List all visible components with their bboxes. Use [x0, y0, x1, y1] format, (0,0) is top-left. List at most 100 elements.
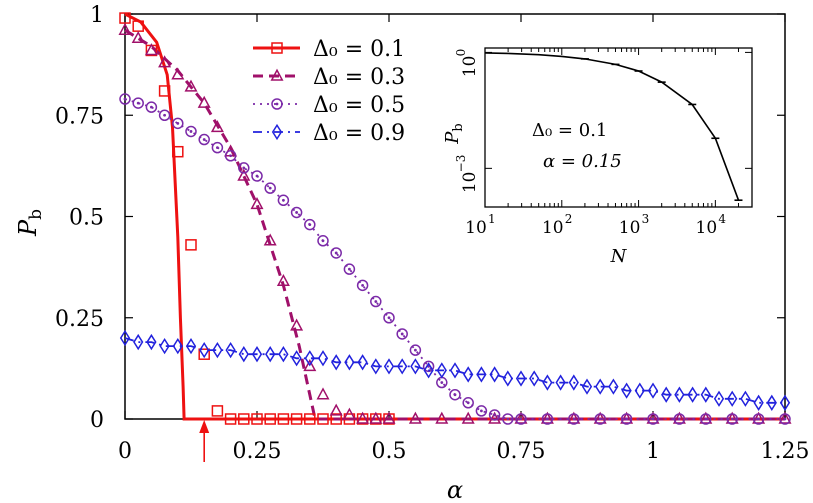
data-point — [238, 413, 250, 425]
data-point — [329, 403, 343, 416]
legend-swatch-marker — [270, 68, 284, 81]
data-point — [568, 413, 580, 425]
data-point — [594, 413, 606, 425]
x-tick-label: 1 — [646, 439, 660, 464]
inset-annotation-delta: Δ₀ = 0.1 — [532, 120, 607, 141]
data-point — [317, 235, 329, 247]
data-point — [251, 346, 263, 363]
data-point — [700, 413, 712, 425]
data-point — [146, 333, 157, 351]
data-point — [344, 354, 355, 371]
data-point — [185, 125, 197, 138]
data-point — [317, 413, 329, 425]
marker-center-dot — [466, 401, 470, 405]
data-point — [184, 79, 198, 92]
data-point — [370, 295, 382, 308]
data-point — [766, 394, 777, 411]
inset-x-tick-label: 10 — [465, 218, 487, 238]
data-point — [119, 329, 131, 347]
data-point — [277, 194, 290, 207]
data-point — [342, 407, 356, 420]
data-point — [489, 366, 500, 383]
data-point — [752, 413, 765, 425]
inset-curve — [484, 52, 743, 201]
data-point — [779, 394, 791, 411]
data-point — [224, 150, 237, 162]
data-point — [264, 413, 276, 425]
data-point — [304, 218, 316, 231]
data-point — [647, 413, 659, 425]
data-point — [198, 348, 210, 360]
data-point — [172, 117, 184, 130]
data-point — [132, 97, 144, 109]
data-point — [476, 366, 487, 383]
data-point — [397, 358, 408, 375]
data-point — [316, 387, 330, 400]
data-point — [568, 374, 579, 391]
data-point — [475, 405, 488, 417]
marker-center-dot — [136, 101, 140, 105]
marker-center-dot — [757, 417, 760, 421]
data-point — [661, 386, 672, 403]
data-point — [303, 359, 317, 372]
data-point — [529, 370, 540, 387]
data-point — [224, 413, 237, 425]
inset-x-tick-label: 10 — [542, 218, 564, 238]
data-point — [753, 394, 764, 411]
x-tick-label: 0.5 — [372, 439, 407, 464]
data-point — [264, 182, 276, 194]
data-point — [198, 133, 210, 146]
marker-center-dot — [202, 138, 206, 141]
data-point — [608, 378, 619, 395]
data-point — [634, 382, 645, 399]
data-point — [118, 22, 132, 35]
marker-center-dot — [506, 417, 510, 421]
data-point — [158, 85, 171, 97]
inset-x-tick-exponent: 1 — [488, 212, 496, 226]
data-point — [647, 382, 659, 399]
inset-x-tick-label: 10 — [696, 218, 718, 238]
marker-center-dot — [176, 121, 180, 125]
marker-center-dot — [348, 267, 351, 271]
data-point — [567, 411, 581, 424]
data-point — [331, 354, 342, 371]
data-point — [462, 397, 474, 409]
data-point — [356, 411, 370, 424]
data-point — [461, 411, 475, 424]
data-point — [356, 279, 369, 292]
marker-center-dot — [519, 417, 523, 421]
data-point — [159, 337, 170, 355]
marker-center-dot — [308, 223, 312, 227]
data-point — [396, 328, 408, 340]
inset-x-axis-title: N — [610, 246, 628, 267]
theory-curve — [124, 12, 785, 421]
inset-plot-frame — [484, 47, 753, 208]
data-point — [210, 120, 224, 133]
data-point — [409, 344, 422, 356]
x-tick-label: 0 — [118, 439, 132, 464]
data-point — [449, 388, 461, 401]
marker-center-dot — [598, 417, 602, 421]
marker-center-dot — [282, 198, 285, 202]
data-point — [515, 413, 527, 425]
data-point — [225, 341, 236, 359]
data-point — [211, 141, 224, 154]
data-point — [423, 362, 434, 379]
marker-center-dot — [374, 300, 378, 303]
data-point — [185, 239, 197, 251]
main-tick-labels: 0 0.25 0.5 0.75 1 1.25 0 0.25 0.5 0.75 1 — [55, 3, 809, 464]
inset-y-tick-exponent: −3 — [454, 155, 468, 173]
inset-y-tick-exponent: 0 — [454, 49, 468, 57]
marker-center-dot — [295, 211, 298, 214]
data-point — [422, 360, 435, 373]
marker-center-dot — [414, 348, 417, 352]
data-point — [317, 350, 329, 367]
legend-swatch-marker — [271, 98, 283, 110]
marker-center-dot — [123, 97, 127, 101]
data-point — [144, 43, 158, 56]
inset-y-axis-title-subscript: b — [451, 123, 466, 131]
data-point — [197, 95, 211, 108]
legend-label: Δ₀ = 0.9 — [313, 121, 405, 146]
